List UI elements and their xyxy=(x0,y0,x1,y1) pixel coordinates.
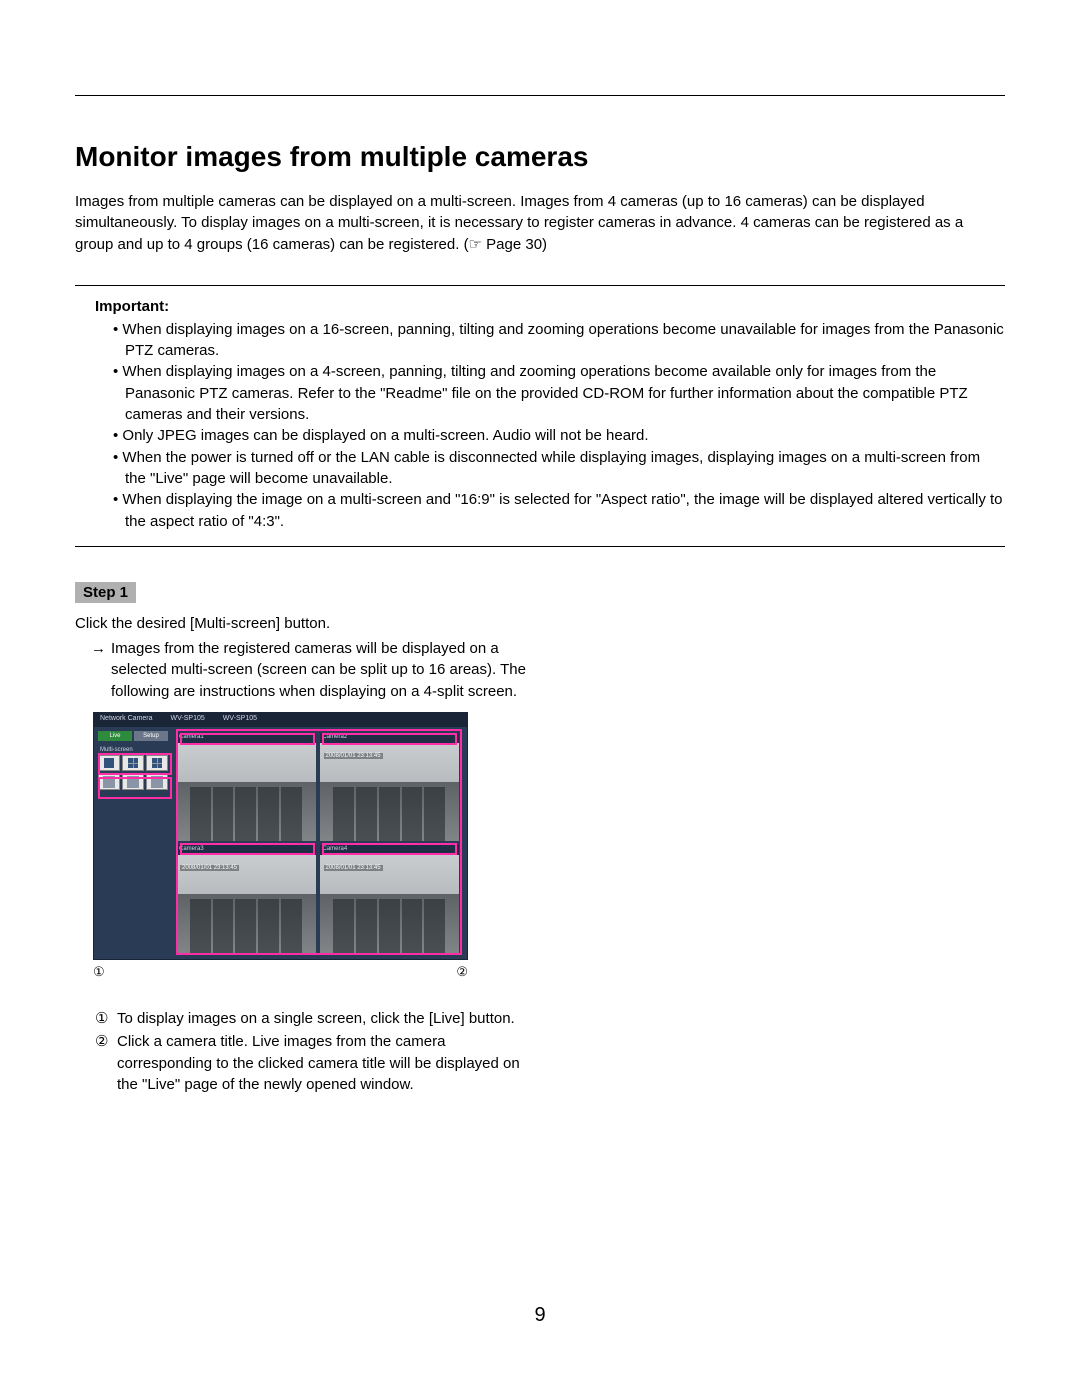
camera-title[interactable]: Camera2 xyxy=(320,733,460,743)
arrow-icon: → xyxy=(91,638,111,659)
camera-image: 2008/01/01 23:13:45 xyxy=(320,855,460,953)
sidebar: Live Setup Multi-screen xyxy=(94,727,172,959)
important-item: When the power is turned off or the LAN … xyxy=(125,447,1005,490)
camera-panel[interactable]: Camera1 xyxy=(176,733,316,841)
camera-panel[interactable]: Camera4 2008/01/01 23:13:45 xyxy=(320,845,460,953)
callout-notes: ①To display images on a single screen, c… xyxy=(75,1008,535,1095)
multiscreen-row-2 xyxy=(98,774,168,790)
titlebar-model2: WV-SP105 xyxy=(223,715,257,725)
important-list: When displaying images on a 16-screen, p… xyxy=(75,319,1005,532)
setup-tab[interactable]: Setup xyxy=(134,731,168,741)
page-title: Monitor images from multiple cameras xyxy=(75,141,1005,173)
camera-image xyxy=(176,743,316,841)
important-item: When displaying the image on a multi-scr… xyxy=(125,489,1005,532)
camera-timestamp: 2008/01/01 23:13:45 xyxy=(324,865,383,871)
callout-1-icon: ① xyxy=(93,964,105,980)
top-rule xyxy=(75,95,1005,96)
multiscreen-button[interactable] xyxy=(122,755,144,771)
camera-grid: Camera1 Camera2 2008/01/01 23:13:45 Came… xyxy=(172,727,467,959)
callout-note-text: To display images on a single screen, cl… xyxy=(117,1010,515,1027)
camera-title[interactable]: Camera1 xyxy=(176,733,316,743)
step-line-1: Click the desired [Multi-screen] button. xyxy=(75,613,535,634)
multiscreen-button[interactable] xyxy=(122,774,144,790)
callout-markers: ① ② xyxy=(93,964,468,980)
callout-note-1: ①To display images on a single screen, c… xyxy=(95,1008,535,1029)
titlebar-text: Network Camera xyxy=(100,715,153,725)
step-badge: Step 1 xyxy=(75,582,136,603)
callout-num-icon: ① xyxy=(95,1008,117,1029)
camera-image: 2008/01/01 23:13:45 xyxy=(320,743,460,841)
multiscreen-label: Multi-screen xyxy=(100,747,168,753)
multiscreen-button[interactable] xyxy=(146,774,168,790)
callout-note-2: ②Click a camera title. Live images from … xyxy=(95,1031,535,1095)
camera-title[interactable]: Camera4 xyxy=(320,845,460,855)
camera-panel[interactable]: Camera2 2008/01/01 23:13:45 xyxy=(320,733,460,841)
app-titlebar: Network Camera WV-SP105 WV-SP105 xyxy=(94,713,467,727)
camera-panel[interactable]: Camera3 2008/01/01 23:13:45 xyxy=(176,845,316,953)
important-label: Important: xyxy=(95,298,1005,315)
step-line-2: →Images from the registered cameras will… xyxy=(75,638,535,702)
camera-image: 2008/01/01 23:13:45 xyxy=(176,855,316,953)
important-item: When displaying images on a 4-screen, pa… xyxy=(125,361,1005,425)
live-tab[interactable]: Live xyxy=(98,731,132,741)
multiscreen-button[interactable] xyxy=(98,755,120,771)
multiscreen-button[interactable] xyxy=(98,774,120,790)
intro-paragraph: Images from multiple cameras can be disp… xyxy=(75,191,1005,255)
important-box: Important: When displaying images on a 1… xyxy=(75,285,1005,547)
callout-num-icon: ② xyxy=(95,1031,117,1052)
callout-note-text: Click a camera title. Live images from t… xyxy=(117,1033,520,1093)
step-line-2-text: Images from the registered cameras will … xyxy=(111,640,526,700)
multiscreen-row-1 xyxy=(98,755,168,771)
camera-timestamp: 2008/01/01 23:13:45 xyxy=(324,753,383,759)
multiscreen-button[interactable] xyxy=(146,755,168,771)
app-window: Network Camera WV-SP105 WV-SP105 Live Se… xyxy=(93,712,468,960)
important-item: Only JPEG images can be displayed on a m… xyxy=(125,425,1005,446)
callout-2-icon: ② xyxy=(456,964,468,980)
page-number: 9 xyxy=(0,1304,1080,1327)
screenshot-figure: Network Camera WV-SP105 WV-SP105 Live Se… xyxy=(93,712,488,960)
important-item: When displaying images on a 16-screen, p… xyxy=(125,319,1005,362)
titlebar-model: WV-SP105 xyxy=(171,715,205,725)
camera-timestamp: 2008/01/01 23:13:45 xyxy=(180,865,239,871)
camera-title[interactable]: Camera3 xyxy=(176,845,316,855)
